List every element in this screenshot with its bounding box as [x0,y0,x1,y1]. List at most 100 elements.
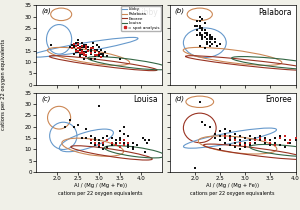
Point [202,47,207,50]
Point [74,45,78,48]
Point [67,118,72,122]
Text: cations per 22 oxygen equivalents: cations per 22 oxygen equivalents [58,191,143,196]
Point [243,141,248,144]
Point [253,139,258,142]
Point [101,52,106,56]
Point [76,39,80,42]
Point [273,143,278,147]
Point [126,134,131,138]
Point [238,148,242,151]
Point [105,146,110,149]
Point [232,132,237,135]
Point [228,136,232,140]
Point [88,134,93,138]
Point [232,136,237,140]
Point [90,47,95,50]
Point [207,33,212,37]
Point [101,148,106,151]
Point [99,56,103,59]
Point [195,20,200,23]
Point [238,139,242,142]
Point [212,40,217,43]
Point [268,143,273,147]
Point [88,47,93,50]
Point [126,146,131,149]
Point [273,136,278,140]
Point [243,143,248,147]
Point [82,51,87,55]
Point [105,55,110,58]
Point [218,134,222,138]
Point [97,105,101,108]
Point [197,31,202,34]
Point [192,166,197,169]
Point [228,139,232,142]
Point [67,46,72,49]
Point [207,38,212,41]
Point [122,139,127,142]
Point [202,35,207,39]
Point [105,139,110,142]
Point [48,43,53,47]
Point [71,52,76,56]
Point [82,46,87,49]
Point [126,143,131,147]
Point [78,47,82,50]
Point [82,50,87,54]
Point [84,54,89,57]
Point [74,48,78,51]
Point [78,51,82,55]
Text: Louisa: Louisa [134,95,158,104]
Point [215,45,220,48]
Point [145,141,150,144]
Point [118,136,122,140]
Point [258,136,262,140]
Point [268,139,273,142]
Point [71,42,76,46]
Point [97,46,101,49]
Point [88,48,93,51]
Point [223,136,227,140]
Point [86,48,91,51]
Point [118,139,122,142]
Point [92,54,97,57]
Point [197,20,202,23]
Point [92,139,97,142]
Point [92,57,97,60]
Point [82,54,87,57]
Point [82,43,87,47]
Point [76,49,80,52]
Point [143,150,148,154]
Point [228,134,232,138]
Point [200,33,205,37]
Point [218,42,222,46]
Point [105,146,110,149]
Point [248,143,253,147]
Point [74,50,78,54]
Point [78,55,82,58]
Point [84,43,89,47]
Point [92,141,97,144]
Point [84,55,89,58]
Point [113,143,118,147]
Point [118,141,122,144]
Point [278,143,283,147]
Point [94,43,99,47]
Point [278,134,283,138]
Point [103,50,108,54]
Point [200,121,205,124]
Point [197,24,202,27]
Point [212,38,217,41]
Point [78,46,82,49]
Point [126,141,131,144]
Text: (a): (a) [41,8,51,14]
Point [293,136,298,140]
Point [202,22,207,25]
Point [84,50,89,54]
Point [99,48,103,51]
Text: Al / (Mg / (Mg + Fe)): Al / (Mg / (Mg + Fe)) [206,183,259,188]
Point [205,33,210,37]
Point [273,141,278,144]
Point [101,143,106,147]
Point [223,127,227,131]
